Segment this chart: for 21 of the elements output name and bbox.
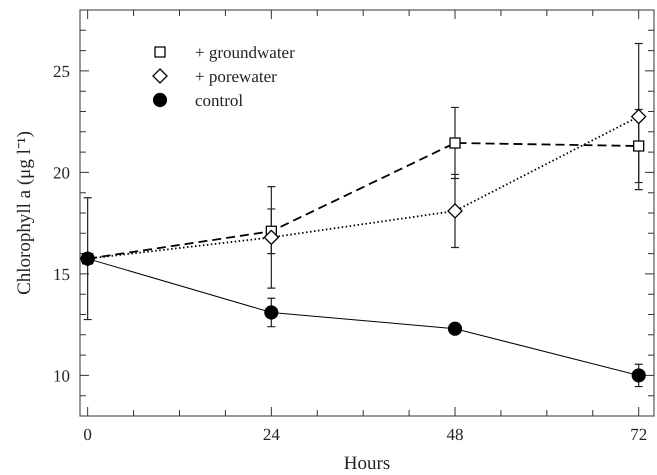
y-axis-title: Chlorophyll a (μg l⁻¹) (14, 131, 35, 295)
point (448, 322, 462, 336)
x-tick-label: 48 (446, 425, 464, 444)
point (264, 305, 278, 320)
point (264, 230, 279, 246)
point (632, 368, 646, 382)
legend-label: control (195, 90, 244, 110)
y-tick-label: 15 (53, 264, 70, 284)
y-tick-label: 20 (53, 163, 70, 182)
point (633, 140, 644, 152)
x-tick-label: 72 (630, 425, 648, 444)
x-tick-label: 24 (262, 425, 280, 444)
point (449, 137, 461, 149)
legend-label: + porewater (195, 66, 278, 86)
legend-label: + groundwater (195, 42, 296, 62)
y-tick-label: 10 (53, 366, 70, 386)
point (447, 203, 463, 219)
y-tick-label: 25 (53, 62, 70, 81)
x-tick-label: 0 (83, 425, 92, 444)
point (631, 108, 646, 124)
x-axis-title: Hours (344, 453, 390, 474)
